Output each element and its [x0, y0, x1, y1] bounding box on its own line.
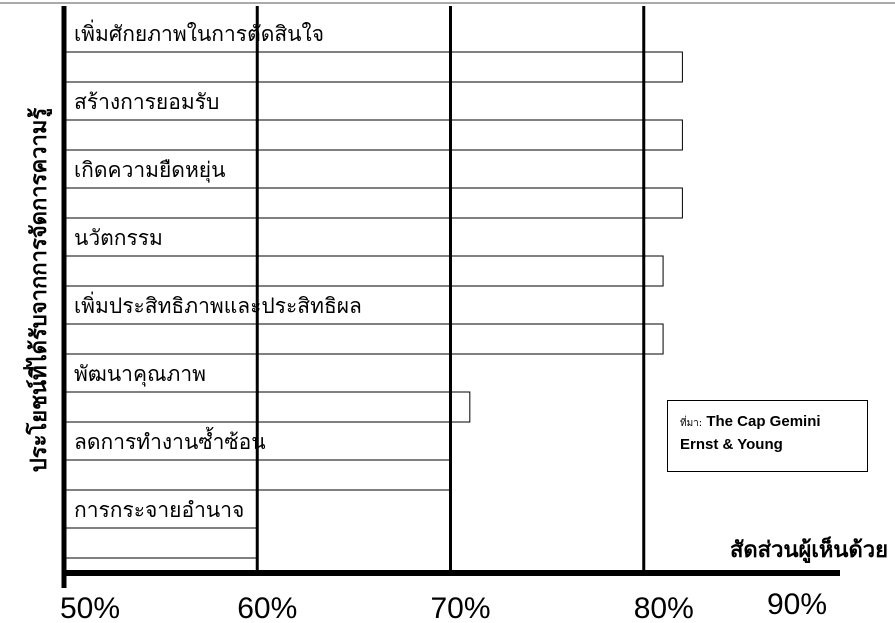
svg-text:นวัตกรรม: นวัตกรรม: [74, 226, 163, 250]
gridlines-layer: [255, 6, 646, 575]
svg-text:พัฒนาคุณภาพ: พัฒนาคุณภาพ: [74, 362, 206, 387]
x-tick-label-4: 80%: [634, 592, 694, 623]
bar-8: [61, 527, 258, 559]
svg-text:เกิดความยืดหยุ่น: เกิดความยืดหยุ่น: [74, 158, 225, 183]
category-label-1: เพิ่มศักยภาพในการตัดสินใจ: [74, 19, 324, 46]
x-tick-label-2: 60%: [237, 592, 297, 623]
x-axis-title: สัดส่วนผู้เห็นด้วย: [730, 535, 888, 564]
bar-6: [61, 391, 471, 423]
bar-3: [61, 187, 683, 219]
category-label-6: พัฒนาคุณภาพ: [74, 362, 206, 387]
bar-1: [61, 51, 683, 83]
category-label-2: สร้างการยอมรับ: [74, 90, 219, 114]
y-axis-title: ประโยชน์ที่ได้รับจากการจัดการความรู้: [22, 108, 53, 473]
category-label-5: เพิ่มประสิทธิภาพและประสิทธิผล: [74, 291, 362, 318]
category-label-7: ลดการทำงานซ้ำซ้อน: [74, 427, 266, 454]
x-tick-label-5: 90%: [767, 588, 827, 621]
x-tick-label-3: 70%: [430, 592, 490, 623]
svg-text:เพิ่มศักยภาพในการตัดสินใจ: เพิ่มศักยภาพในการตัดสินใจ: [74, 19, 324, 46]
source-line-1: The Cap Gemini: [706, 413, 821, 430]
svg-text:เพิ่มประสิทธิภาพและประสิทธิผล: เพิ่มประสิทธิภาพและประสิทธิผล: [74, 291, 362, 318]
x-tick-label-1: 50%: [60, 592, 120, 623]
bar-4: [61, 255, 664, 287]
category-labels-layer: เพิ่มศักยภาพในการตัดสินใจสร้างการยอมรับเ…: [74, 19, 362, 522]
category-label-3: เกิดความยืดหยุ่น: [74, 158, 225, 183]
category-label-4: นวัตกรรม: [74, 226, 163, 250]
bar-5: [61, 323, 664, 355]
svg-text:สร้างการยอมรับ: สร้างการยอมรับ: [74, 90, 219, 114]
source-prefix: ที่มา:: [680, 418, 703, 429]
x-tick-labels-layer: 50% 60% 70% 80% 90%: [60, 588, 827, 623]
category-label-8: การกระจายอำนาจ: [74, 498, 244, 522]
source-box: ที่มา: The Cap Gemini Ernst & Young: [667, 400, 868, 472]
source-line-2: Ernst & Young: [680, 436, 783, 453]
svg-text:ลดการทำงานซ้ำซ้อน: ลดการทำงานซ้ำซ้อน: [74, 427, 266, 454]
bar-2: [61, 119, 683, 151]
svg-text:การกระจายอำนาจ: การกระจายอำนาจ: [74, 498, 244, 522]
